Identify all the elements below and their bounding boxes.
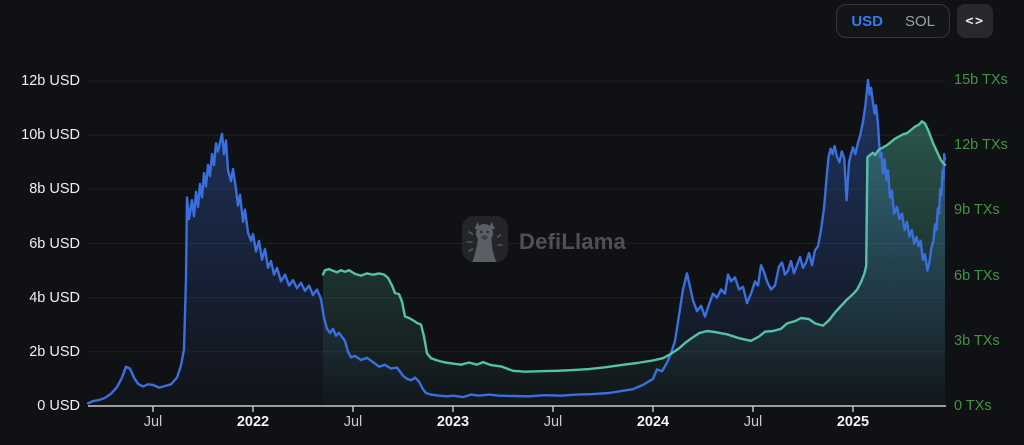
toggle-sol-button[interactable]: SOL <box>894 8 946 35</box>
y-right-tick-label: 3b TXs <box>954 332 1000 349</box>
x-tick-label: 2023 <box>436 414 470 430</box>
y-left-tick-label: 2b USD <box>29 343 80 360</box>
x-tick-label: Jul <box>143 414 163 430</box>
y-right-tick-label: 15b TXs <box>954 72 1008 88</box>
y-left-tick-label: 8b USD <box>29 181 80 198</box>
x-tick-label: 2024 <box>636 414 670 430</box>
x-tick-label: Jul <box>343 414 363 430</box>
y-left-tick-label: 12b USD <box>21 73 80 89</box>
x-tick-label: 2022 <box>236 414 270 430</box>
y-left-tick-label: 6b USD <box>29 235 80 252</box>
y-right-tick-label: 6b TXs <box>954 267 1000 284</box>
y-right-tick-label: 0 TXs <box>954 398 992 414</box>
currency-toggle: USD SOL <box>836 4 950 38</box>
y-right-tick-label: 9b TXs <box>954 202 1000 219</box>
top-controls: USD SOL <> <box>836 4 993 38</box>
y-left-tick-label: 4b USD <box>29 289 80 306</box>
y-left-tick-label: 10b USD <box>21 127 80 144</box>
x-tick-label: Jul <box>743 414 763 430</box>
embed-button[interactable]: <> <box>957 4 993 38</box>
y-right-tick-label: 12b TXs <box>954 137 1008 154</box>
toggle-usd-button[interactable]: USD <box>840 8 894 35</box>
x-tick-label: 2025 <box>836 414 870 430</box>
x-tick-label: Jul <box>543 414 563 430</box>
y-left-tick-label: 0 USD <box>37 398 80 414</box>
embed-code-icon: <> <box>965 13 985 29</box>
